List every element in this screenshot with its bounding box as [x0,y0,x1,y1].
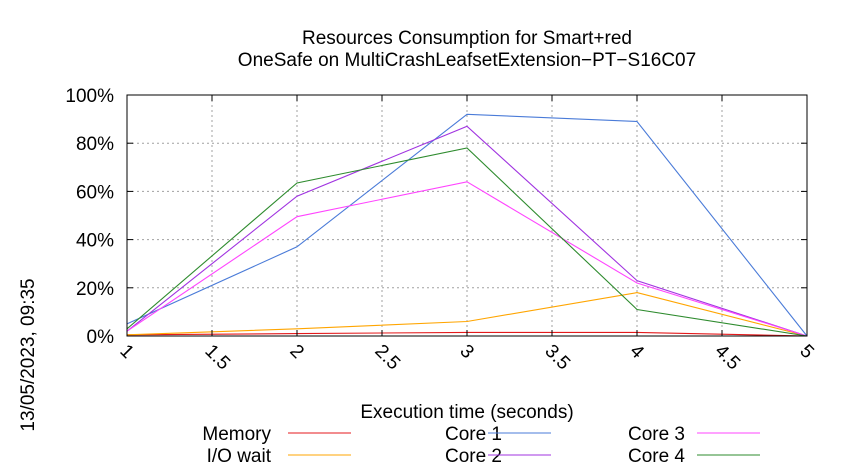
x-tick-label: 2 [285,341,307,363]
y-tick-label: 80% [76,134,114,155]
chart-title-line1: Resources Consumption for Smart+red [302,28,632,49]
y-tick-label: 60% [76,182,114,203]
series-line-core-4 [126,147,808,337]
x-tick-label: 2.5 [370,341,404,375]
legend-label: Core 4 [628,446,685,467]
legend-label: I/O wait [207,446,272,467]
y-tick-label: 0% [87,327,115,348]
timestamp-label: 13/05/2023, 09:35 [18,278,39,431]
x-tick-label: 4 [625,341,648,364]
series-line-core-1 [126,113,808,337]
series-line-core-2 [126,125,808,337]
y-tick-label: 20% [76,279,114,300]
series-line-core-3 [126,181,808,337]
x-tick-label: 3.5 [540,341,574,375]
x-tick-label: 4.5 [710,341,744,375]
x-tick-label: 1.5 [200,341,234,375]
x-tick-label: 1 [115,341,137,363]
grid [127,95,807,336]
x-tick-label: 5 [795,341,817,363]
legend-label: Memory [202,424,271,445]
y-tick-label: 100% [65,86,114,107]
x-axis-label: Execution time (seconds) [360,402,573,423]
chart-title-line2: OneSafe on MultiCrashLeafsetExtension−PT… [238,50,696,71]
axis-ticks: 1 1.5 2 2.5 3 3.5 4 4.5 5 0% 20% 40% 60% 80% 100% [65,86,817,374]
legend-label: Core 2 [445,446,502,467]
x-tick-label: 3 [455,341,477,363]
y-tick-label: 40% [76,231,114,252]
legend-label: Core 1 [445,424,502,445]
legend-label: Core 3 [628,424,685,445]
series-line-i-o-wait [126,292,808,337]
